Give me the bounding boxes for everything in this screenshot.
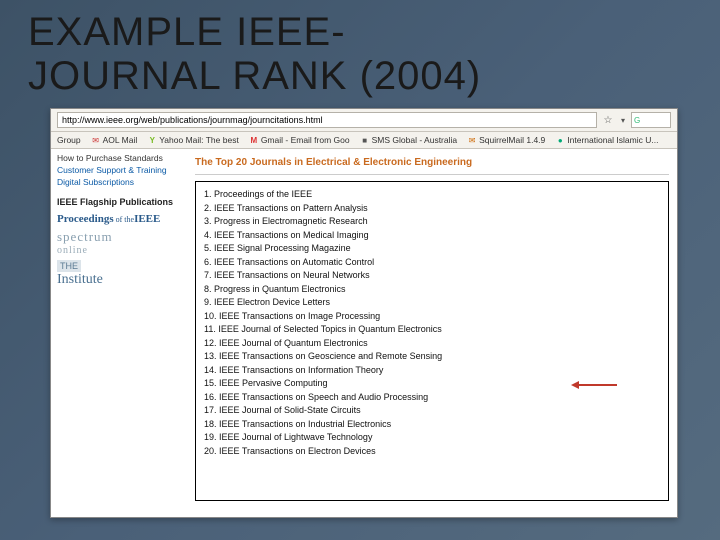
- bookmark-label: Yahoo Mail: The best: [159, 135, 239, 145]
- flagship-logos: Proceedings of theIEEE spectrum online T…: [57, 213, 185, 288]
- sidebar-link-standards[interactable]: How to Purchase Standards: [57, 153, 185, 163]
- ranking-row: 11. IEEE Journal of Selected Topics in Q…: [204, 323, 660, 337]
- proceedings-logo[interactable]: Proceedings of theIEEE: [57, 213, 185, 225]
- logo-text: THE: [57, 260, 81, 272]
- bookmark-item[interactable]: ● International Islamic U...: [555, 135, 658, 145]
- globe-icon: ●: [555, 135, 565, 145]
- url-bar: ☆ ▾ G: [51, 109, 677, 132]
- bookmark-group-label: Group: [57, 135, 81, 145]
- logo-text: of the: [114, 215, 134, 224]
- bookmark-label: AOL Mail: [103, 135, 138, 145]
- ranking-row: 19. IEEE Journal of Lightwave Technology: [204, 431, 660, 445]
- search-engine-icon: G: [634, 116, 640, 125]
- ranking-list: 1. Proceedings of the IEEE2. IEEE Transa…: [195, 181, 669, 501]
- left-sidebar: How to Purchase Standards Customer Suppo…: [51, 149, 191, 517]
- url-input[interactable]: [57, 112, 597, 128]
- url-dropdown-icon[interactable]: ▾: [619, 116, 627, 125]
- bookmark-item[interactable]: ✉ AOL Mail: [91, 135, 138, 145]
- spectrum-logo[interactable]: spectrum online: [57, 229, 185, 256]
- yahoo-icon: Y: [147, 135, 157, 145]
- institute-logo[interactable]: THE Institute: [57, 260, 185, 288]
- bookmark-label: Gmail - Email from Goo: [261, 135, 350, 145]
- ranking-row: 13. IEEE Transactions on Geoscience and …: [204, 350, 660, 364]
- bookmark-toolbar: Group ✉ AOL Mail Y Yahoo Mail: The best …: [51, 132, 677, 149]
- ranking-heading: The Top 20 Journals in Electrical & Elec…: [195, 155, 669, 175]
- ranking-row: 6. IEEE Transactions on Automatic Contro…: [204, 256, 660, 270]
- sidebar-link-support[interactable]: Customer Support & Training: [57, 165, 185, 175]
- page-content: How to Purchase Standards Customer Suppo…: [51, 149, 677, 517]
- ranking-row: 3. Progress in Electromagnetic Research: [204, 215, 660, 229]
- ranking-row: 10. IEEE Transactions on Image Processin…: [204, 310, 660, 324]
- search-box[interactable]: G: [631, 112, 671, 128]
- ranking-row: 2. IEEE Transactions on Pattern Analysis: [204, 202, 660, 216]
- bookmark-item[interactable]: Y Yahoo Mail: The best: [147, 135, 239, 145]
- sidebar-link-digital[interactable]: Digital Subscriptions: [57, 177, 185, 187]
- logo-text: online: [57, 245, 185, 256]
- ranking-row: 14. IEEE Transactions on Information The…: [204, 364, 660, 378]
- ranking-row: 4. IEEE Transactions on Medical Imaging: [204, 229, 660, 243]
- gmail-icon: M: [249, 135, 259, 145]
- logo-text: Institute: [57, 272, 103, 287]
- ranking-row: 20. IEEE Transactions on Electron Device…: [204, 445, 660, 459]
- ranking-row: 12. IEEE Journal of Quantum Electronics: [204, 337, 660, 351]
- ranking-row: 1. Proceedings of the IEEE: [204, 188, 660, 202]
- ranking-row: 7. IEEE Transactions on Neural Networks: [204, 269, 660, 283]
- bookmark-label: International Islamic U...: [567, 135, 658, 145]
- ranking-row: 5. IEEE Signal Processing Magazine: [204, 242, 660, 256]
- sidebar-links: How to Purchase Standards Customer Suppo…: [57, 153, 185, 187]
- bookmark-item[interactable]: M Gmail - Email from Goo: [249, 135, 350, 145]
- squirrelmail-icon: ✉: [467, 135, 477, 145]
- mail-icon: ✉: [91, 135, 101, 145]
- ranking-row: 18. IEEE Transactions on Industrial Elec…: [204, 418, 660, 432]
- logo-text: IEEE: [134, 213, 160, 225]
- title-line-2: JOURNAL RANK (2004): [28, 54, 481, 98]
- ranking-row: 17. IEEE Journal of Solid-State Circuits: [204, 404, 660, 418]
- logo-text: spectrum: [57, 229, 113, 244]
- highlight-arrow-icon: [571, 381, 617, 389]
- bookmark-item[interactable]: ■ SMS Global - Australia: [360, 135, 458, 145]
- browser-window: ☆ ▾ G Group ✉ AOL Mail Y Yahoo Mail: The…: [50, 108, 678, 518]
- bookmark-label: SMS Global - Australia: [372, 135, 458, 145]
- flagship-heading: IEEE Flagship Publications: [57, 197, 185, 207]
- bookmark-label: SquirrelMail 1.4.9: [479, 135, 545, 145]
- ranking-row: 9. IEEE Electron Device Letters: [204, 296, 660, 310]
- slide-title: EXAMPLE IEEE- JOURNAL RANK (2004): [0, 0, 720, 108]
- sms-icon: ■: [360, 135, 370, 145]
- logo-text: Proceedings: [57, 213, 114, 225]
- bookmark-item[interactable]: ✉ SquirrelMail 1.4.9: [467, 135, 545, 145]
- ranking-row: 8. Progress in Quantum Electronics: [204, 283, 660, 297]
- title-line-1: EXAMPLE IEEE-: [28, 10, 346, 54]
- bookmark-star-icon[interactable]: ☆: [601, 113, 615, 127]
- ranking-row: 16. IEEE Transactions on Speech and Audi…: [204, 391, 660, 405]
- main-content: The Top 20 Journals in Electrical & Elec…: [191, 149, 677, 517]
